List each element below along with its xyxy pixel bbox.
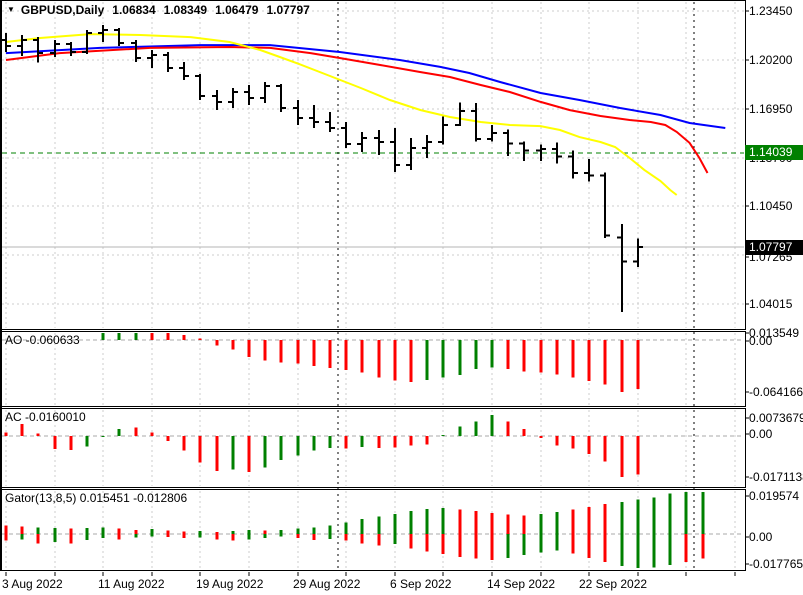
teeth-line (5, 45, 709, 174)
gator-indicator-label: Gator(13,8,5) 0.015451 -0.012806 (5, 491, 188, 505)
jaw-line (5, 44, 726, 129)
date-axis-label: 14 Sep 2022 (487, 577, 556, 591)
indicator-axis-label: 0.00 (749, 530, 773, 544)
price-axis-label: 1.16950 (749, 102, 793, 116)
indicator-axis-label: 0.013549 (749, 326, 800, 340)
title-high-value: 1.08349 (163, 3, 208, 17)
indicator-axis-label: -0.0171138 (749, 470, 803, 484)
symbol-dropdown-icon[interactable]: ▼ (7, 5, 15, 14)
date-axis-label: 19 Aug 2022 (196, 577, 264, 591)
price-axis-label: 1.04015 (749, 297, 793, 311)
title-open-value: 1.06834 (112, 3, 156, 17)
level-price-tag: 1.14039 (745, 145, 803, 160)
indicator-axis-label: 0.00 (749, 427, 773, 441)
symbol-period-label: GBPUSD,Daily (20, 3, 105, 17)
lips-line (5, 33, 678, 196)
ac-indicator-label: AC -0.0160010 (5, 410, 86, 424)
price-axis-label: 1.20200 (749, 53, 793, 67)
indicator-axis-label: -0.017765 (749, 557, 803, 571)
ao-indicator-label: AO -0.060633 (5, 333, 80, 347)
title-low-value: 1.06479 (215, 3, 259, 17)
indicator-axis-label: 0.019574 (749, 489, 800, 503)
date-axis-label: 29 Aug 2022 (293, 577, 361, 591)
date-axis-label: 3 Aug 2022 (2, 577, 63, 591)
date-axis-label: 22 Sep 2022 (579, 577, 648, 591)
indicator-axis-label: 0.00 (749, 334, 773, 348)
last-price-tag: 1.07797 (745, 240, 803, 255)
date-axis-label: 11 Aug 2022 (98, 577, 165, 591)
price-axis-label: 1.23450 (749, 4, 793, 18)
indicator-axis-label: 0.0073679 (749, 411, 803, 425)
chart-title: ▼ GBPUSD,Daily 1.06834 1.08349 1.06479 1.0779… (7, 3, 310, 17)
price-axis-label: 1.10450 (749, 199, 793, 213)
title-close-value: 1.07797 (266, 3, 310, 17)
indicator-axis-label: -0.064166 (749, 385, 803, 399)
date-axis-label: 6 Sep 2022 (390, 577, 452, 591)
